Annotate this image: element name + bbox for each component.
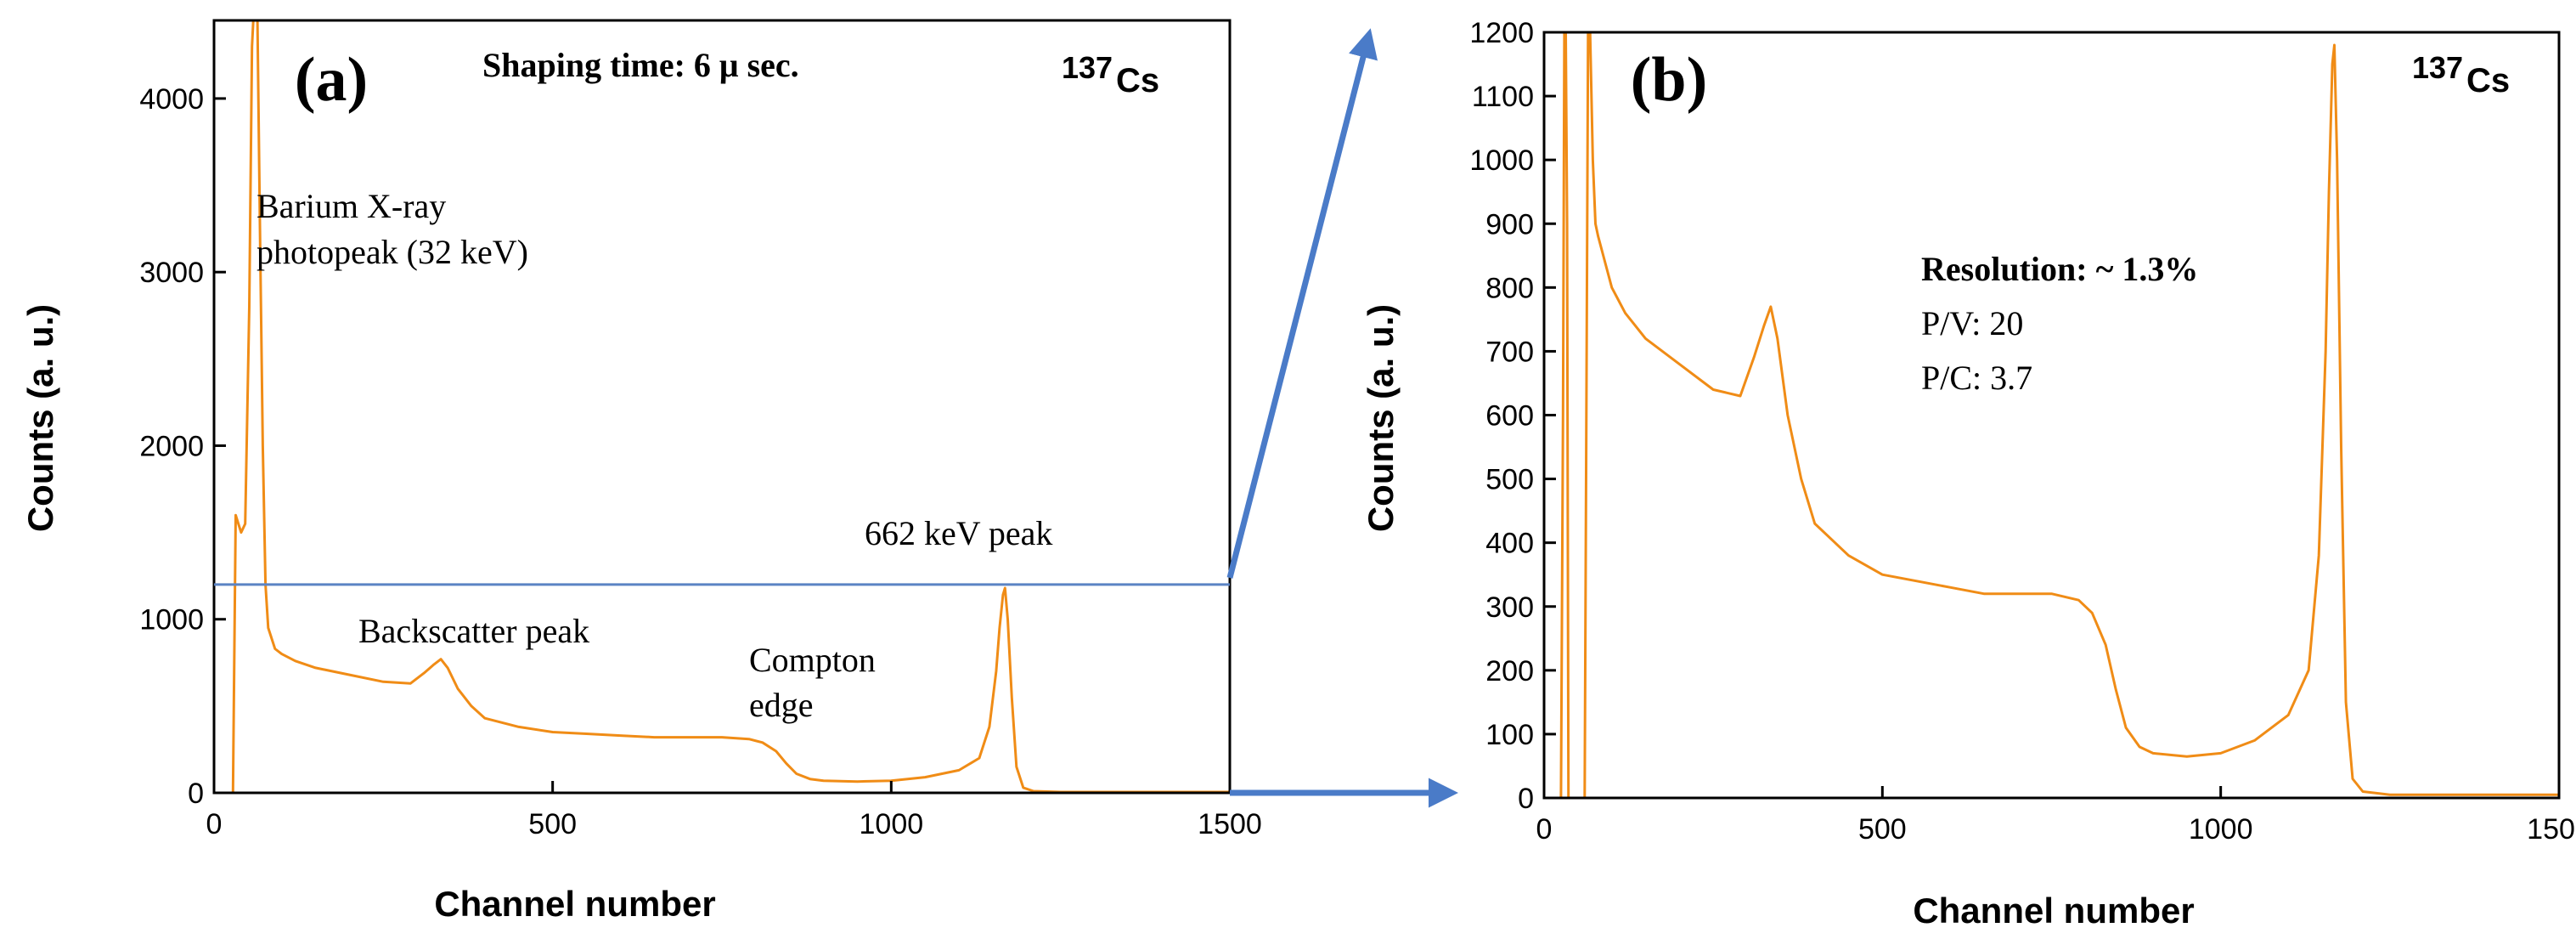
panel-b-y-tick-label: 300 [1485,591,1534,624]
panel-b: 0 500 1000 1500 0 100 200 300 400 500 600 700 800 900… [1361,17,2576,931]
panel-a-isotope-mass: 137 [1062,50,1113,85]
annotation-resolution: Resolution: ~ 1.3% [1921,250,2198,288]
panel-a-y-tick-label: 2000 [139,430,204,462]
panel-a-isotope-symbol: Cs [1116,62,1159,99]
panel-b-letter: (b) [1631,45,1707,115]
annotation-compton-line2: edge [749,686,814,724]
annotation-backscatter: Backscatter peak [358,612,589,650]
panel-a-shaping-time: Shaping time: 6 μ sec. [482,46,799,84]
annotation-barium-line1: Barium X-ray [256,187,446,225]
panel-b-x-tick-label: 0 [1536,813,1553,846]
panel-b-y-tick-label: 1100 [1472,81,1534,113]
panel-a-y-tick-label: 3000 [139,257,204,289]
annotation-barium-line2: photopeak (32 keV) [256,233,528,271]
panel-b-plot-area [1544,32,2559,798]
panel-b-y-tick-label: 800 [1485,272,1534,304]
panel-b-y-tick-label: 500 [1485,464,1534,496]
panel-b-isotope-symbol: Cs [2466,62,2510,99]
panel-b-x-tick-label: 1500 [2527,813,2576,846]
panel-b-frame [1542,31,2561,800]
panel-b-y-tick-label: 1000 [1469,144,1534,177]
panel-b-x-tick-label: 1000 [2189,813,2253,846]
panel-b-y-tick-label: 0 [1518,783,1534,815]
panel-b-ticks: 0 500 1000 1500 0 100 200 300 400 500 600 700 800 900… [1469,17,2576,846]
panel-a-plot-area [214,20,1230,793]
panel-b-x-tick-label: 500 [1858,813,1907,846]
panel-a-x-axis-title: Channel number [434,884,715,924]
zoom-arrow-upper [1226,28,1378,579]
panel-a: 0 500 1000 1500 0 1000 2000 3000 4000 (a) Shapin… [20,19,1262,924]
panel-a-spectrum-line [214,20,1230,793]
panel-a-x-tick-label: 1500 [1198,808,1262,840]
panel-b-x-axis-title: Channel number [1913,891,2194,931]
panel-a-y-tick-label: 4000 [139,83,204,116]
panel-b-y-tick-label: 1200 [1469,17,1534,49]
panel-a-x-tick-label: 1000 [860,808,924,840]
panel-b-y-tick-label: 400 [1485,528,1534,560]
panel-b-y-tick-label: 900 [1485,208,1534,240]
panel-b-isotope-mass: 137 [2412,50,2463,85]
panel-a-y-axis-title: Counts (a. u.) [20,304,60,532]
panel-a-frame [212,19,1232,795]
panel-a-y-tick-label: 0 [188,778,204,810]
panel-b-y-tick-label: 100 [1485,719,1534,751]
panel-b-y-tick-label: 700 [1485,336,1534,368]
panel-a-y-tick-label: 1000 [139,604,204,636]
panel-b-y-tick-label: 600 [1485,400,1534,433]
panel-a-ticks: 0 500 1000 1500 0 1000 2000 3000 4000 [139,83,1261,840]
annotation-compton-line1: Compton [749,641,876,679]
panel-b-y-axis-title: Counts (a. u.) [1361,304,1401,532]
panel-a-x-tick-label: 0 [206,808,223,840]
annotation-662-kev-peak: 662 keV peak [865,514,1052,552]
annotation-pc: P/C: 3.7 [1921,359,2032,397]
panel-b-y-tick-label: 200 [1485,655,1534,687]
panel-a-letter: (a) [295,45,368,115]
panel-a-x-tick-label: 500 [528,808,577,840]
panel-b-spectrum-line [1544,32,2559,798]
annotation-pv: P/V: 20 [1921,304,2023,342]
